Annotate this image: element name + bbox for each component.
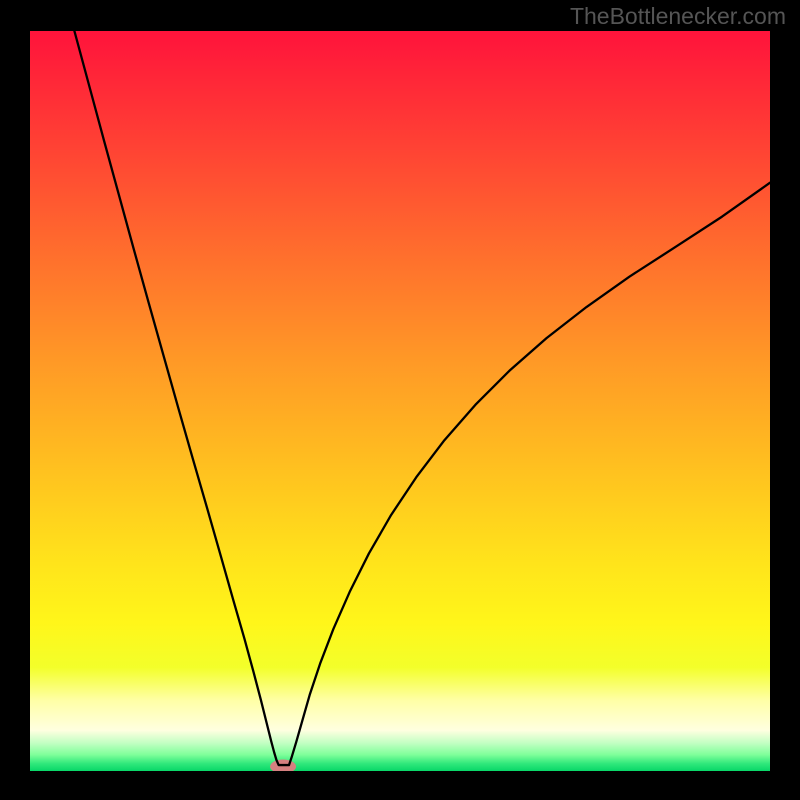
gradient-background [30,31,770,771]
plot-svg [30,31,770,771]
plot-area [30,31,770,771]
chart-container: TheBottlenecker.com [0,0,800,800]
watermark-text: TheBottlenecker.com [570,3,786,30]
